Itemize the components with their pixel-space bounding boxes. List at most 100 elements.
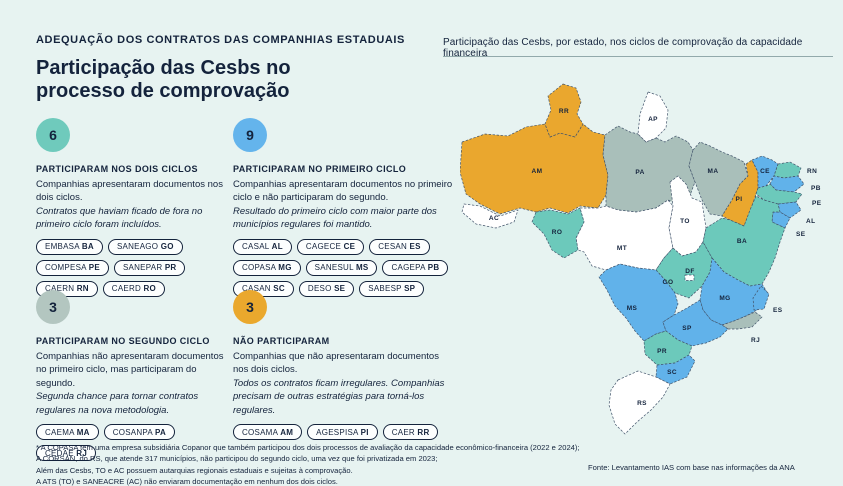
state-sc — [655, 354, 696, 385]
state-pe — [755, 183, 803, 205]
company-tag: CAER RR — [382, 424, 439, 441]
state-label-go: GO — [663, 279, 674, 286]
company-tag: CESAN ES — [369, 238, 430, 255]
state-to — [668, 175, 707, 257]
company-tag: COPASA MG — [233, 259, 301, 276]
company-tag-list: CAEMA MA COSANPA PA CEDAE RJ — [36, 424, 226, 462]
state-label-ba: BA — [737, 238, 747, 245]
state-df — [684, 274, 695, 281]
section-body: Companhias não apresentaram documentos n… — [36, 351, 224, 389]
state-label-ac: AC — [489, 215, 499, 222]
state-label-pr: PR — [657, 348, 667, 355]
company-tag: CAERD RO — [102, 280, 166, 297]
state-label-se: SE — [796, 231, 806, 238]
state-ms — [598, 263, 679, 342]
company-tag: CASAL AL — [233, 238, 292, 255]
section-body: Companhias que não apresentaram document… — [233, 351, 439, 376]
section-heading: NÃO PARTICIPARAM — [233, 336, 330, 346]
company-tag: SABESP SP — [359, 280, 425, 297]
state-pr — [643, 330, 693, 366]
state-label-ce: CE — [760, 168, 770, 175]
company-tag: SANESUL MS — [305, 259, 378, 276]
state-sp — [662, 299, 729, 347]
company-tag-list: EMBASA BA SANEAGO GO COMPESA PE SANEPAR PR C… — [36, 238, 226, 297]
company-tag: EMBASA BA — [36, 238, 103, 255]
company-tag: CAGECE CE — [296, 238, 365, 255]
state-label-pb: PB — [811, 185, 821, 192]
count-badge: 3 — [36, 290, 70, 324]
state-label-ms: MS — [627, 305, 638, 312]
company-tag: DESO SE — [298, 280, 355, 297]
company-tag: COMPESA PE — [36, 259, 109, 276]
state-mt — [575, 199, 674, 271]
map-caption: Participação das Cesbs, por estado, nos … — [443, 37, 803, 59]
footnote-line: Além das Cesbs, TO e AC possuem autarqui… — [36, 465, 353, 475]
state-label-df: DF — [685, 268, 694, 275]
state-label-to: TO — [680, 218, 690, 225]
brazil-choropleth-map: RR AP AM PA MA PI CE RN PB PE AL SE AC R… — [460, 83, 822, 435]
count-badge: 9 — [233, 118, 267, 152]
state-label-rn: RN — [807, 168, 817, 175]
state-label-rr: RR — [559, 108, 569, 115]
section-body: Companhias apresentaram documentos nos d… — [36, 179, 223, 204]
state-label-pi: PI — [736, 196, 743, 203]
state-label-ap: AP — [648, 116, 658, 123]
caption-divider — [443, 56, 833, 57]
state-rn — [773, 161, 802, 179]
state-mg — [699, 257, 768, 326]
section-note: Contratos que haviam ficado de fora no p… — [36, 205, 203, 231]
section-nao-participaram: 3 NÃO PARTICIPARAM Companhias que não ap… — [233, 290, 455, 441]
state-label-pa: PA — [635, 169, 644, 176]
section-heading: PARTICIPARAM NOS DOIS CICLOS — [36, 164, 198, 174]
company-tag: COSANPA PA — [103, 424, 176, 441]
footnotes: * A COPASA tem uma empresa subsidiária C… — [36, 442, 596, 486]
state-pb — [769, 175, 805, 193]
state-label-es: ES — [773, 307, 783, 314]
state-rj — [721, 311, 763, 330]
company-tag: CAEMA MA — [36, 424, 99, 441]
section-primeiro-ciclo: 9 PARTICIPARAM NO PRIMEIRO CICLO Companh… — [233, 118, 455, 297]
state-label-al: AL — [806, 218, 815, 225]
section-note: Segunda chance para tornar contratos reg… — [36, 391, 199, 416]
state-label-sp: SP — [682, 325, 692, 332]
count-badge: 3 — [233, 290, 267, 324]
company-tag: AGESPISA PI — [307, 424, 378, 441]
section-heading: PARTICIPARAM NO SEGUNDO CICLO — [36, 336, 210, 346]
page-title: Participação das Cesbs no processo de co… — [36, 57, 291, 102]
state-rr — [544, 83, 584, 138]
state-ap — [637, 91, 669, 143]
state-label-mt: MT — [617, 245, 627, 252]
state-label-rs: RS — [637, 400, 647, 407]
state-ro — [531, 207, 585, 259]
state-rs — [608, 370, 671, 435]
state-label-pe: PE — [812, 200, 822, 207]
count-badge: 6 — [36, 118, 70, 152]
company-tag: COSAMA AM — [233, 424, 303, 441]
section-body: Companhias apresentaram documentos no pr… — [233, 179, 453, 204]
state-label-mg: MG — [719, 295, 730, 302]
source-credit: Fonte: Levantamento IAS com base nas inf… — [588, 463, 795, 472]
footnote-line: * A COPASA tem uma empresa subsidiária C… — [36, 443, 580, 452]
state-label-sc: SC — [667, 369, 677, 376]
state-label-rj: RJ — [751, 337, 760, 344]
company-tag: SANEAGO GO — [107, 238, 183, 255]
kicker: ADEQUAÇÃO DOS CONTRATOS DAS COMPANHIAS E… — [36, 34, 405, 46]
state-label-ro: RO — [552, 229, 563, 236]
section-note: Resultado do primeiro ciclo com maior pa… — [233, 205, 437, 231]
state-es — [752, 285, 770, 311]
footnote-line: A ATS (TO) e SANEACRE (AC) não enviaram … — [36, 477, 338, 486]
company-tag-list: CASAL AL CAGECE CE CESAN ES COPASA MG SANESU… — [233, 238, 455, 297]
company-tag: SANEPAR PR — [113, 259, 186, 276]
section-heading: PARTICIPARAM NO PRIMEIRO CICLO — [233, 164, 407, 174]
company-tag-list: COSAMA AM AGESPISA PI CAER RR — [233, 424, 455, 441]
state-ac — [461, 203, 519, 229]
state-label-ma: MA — [708, 168, 719, 175]
company-tag: CAGEPA PB — [382, 259, 449, 276]
footnote-line: A CORSAN, do RS, que atende 317 municípi… — [36, 454, 438, 464]
section-dois-ciclos: 6 PARTICIPARAM NOS DOIS CICLOS Companhia… — [36, 118, 226, 297]
section-note: Todos os contratos ficam irregulares. Co… — [233, 377, 445, 416]
section-segundo-ciclo: 3 PARTICIPARAM NO SEGUNDO CICLO Companhi… — [36, 290, 226, 462]
company-tag: CEDAE RJ — [36, 445, 97, 462]
state-label-am: AM — [532, 168, 543, 175]
